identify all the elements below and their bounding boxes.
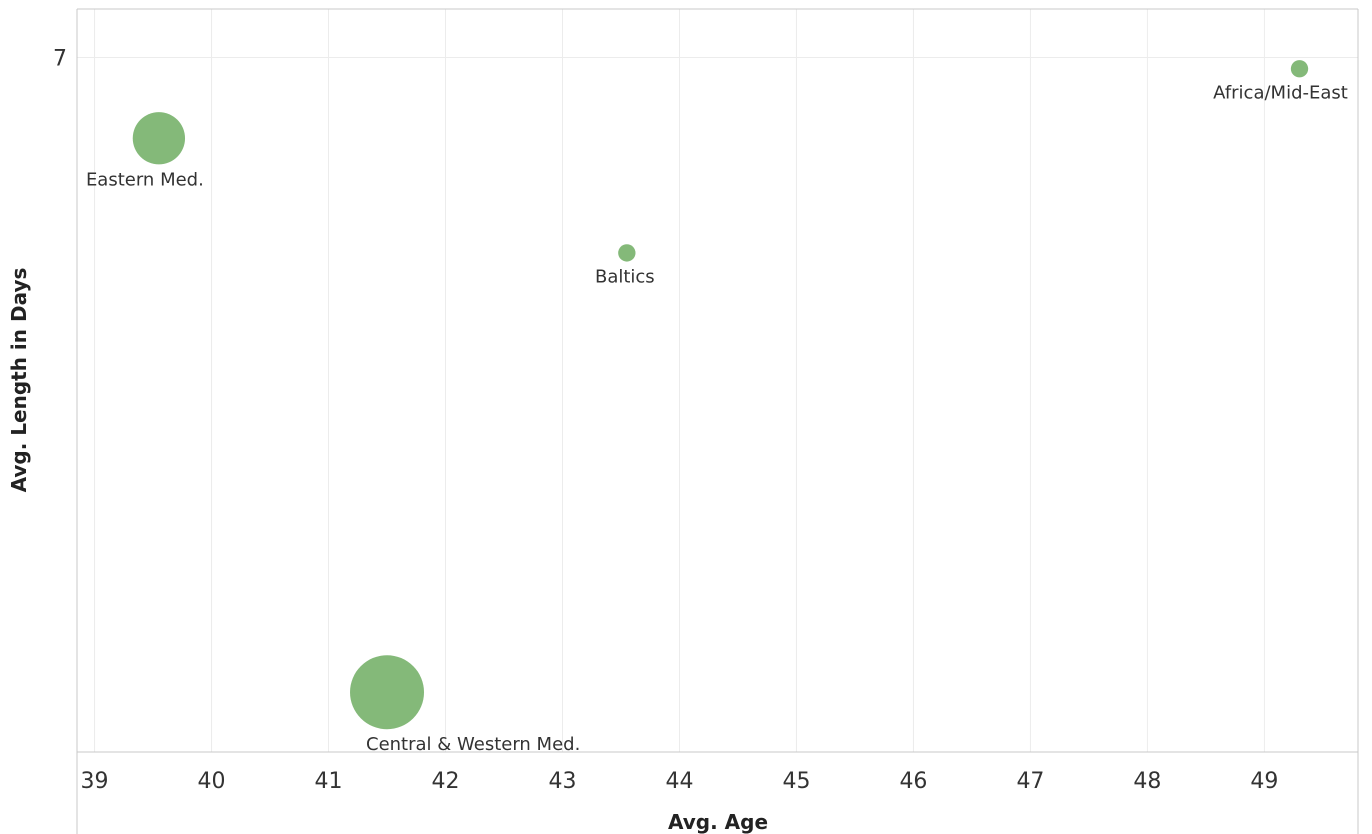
data-point[interactable] [1290,60,1309,78]
x-tick-label: 42 [432,769,460,794]
x-tick-label: 45 [782,769,810,794]
plot-frame [76,8,1359,834]
data-point[interactable] [132,112,186,165]
y-tick-label: 7 [53,46,67,71]
x-tick-label: 40 [198,769,226,794]
data-point[interactable] [618,244,636,262]
x-tick-label: 46 [899,769,927,794]
point-label: Eastern Med. [86,169,204,190]
tick-labels: 39 40 41 42 43 44 45 46 47 48 49 7 [53,46,1278,794]
y-axis-title: Avg. Length in Days [7,268,31,493]
x-tick-label: 48 [1133,769,1161,794]
gridlines [77,9,1358,752]
x-tick-label: 39 [81,769,109,794]
x-tick-label: 43 [548,769,576,794]
point-label: Central & Western Med. [366,734,580,755]
x-axis-title: Avg. Age [668,810,768,834]
point-label: Baltics [595,267,655,288]
point-labels: Eastern Med. Baltics Africa/Mid-East Centra… [86,82,1348,755]
data-points [132,60,1309,730]
point-label: Africa/Mid-East [1213,82,1348,103]
x-tick-label: 47 [1016,769,1044,794]
x-tick-label: 41 [315,769,343,794]
x-tick-label: 44 [665,769,693,794]
x-tick-label: 49 [1250,769,1278,794]
data-point[interactable] [350,655,425,730]
